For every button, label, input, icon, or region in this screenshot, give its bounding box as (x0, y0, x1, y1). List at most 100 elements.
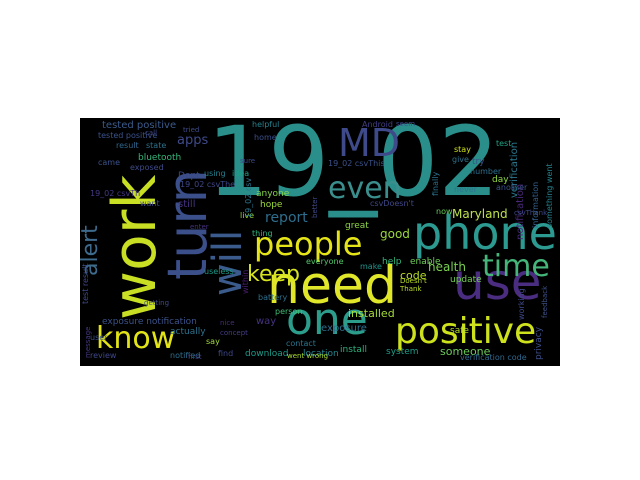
word-time: time (482, 249, 550, 284)
word-never: never (454, 185, 477, 194)
word-stay: stay (454, 145, 471, 154)
word-first: first (188, 353, 202, 361)
word-help: help (382, 257, 402, 267)
word-contact: contact (286, 339, 316, 348)
word-anyone: anyone (256, 189, 290, 199)
word-keep: keep (247, 262, 300, 287)
word-enter: enter (190, 223, 209, 231)
word-location: location (303, 349, 339, 359)
word-good: good (380, 227, 410, 241)
word-state: state (146, 141, 167, 150)
word-update: update (450, 275, 482, 285)
word-number: number (470, 167, 502, 176)
word-went-wrong: went wrong (287, 352, 329, 360)
word-19-02-csvth: 19_02 csvTh (90, 189, 141, 198)
word-positive: positive (395, 311, 537, 352)
word-concept: concept (220, 329, 248, 337)
word-tested-positive: tested positive (102, 120, 177, 131)
word-19-02-csvthis: 19_02 csvThis (328, 159, 385, 168)
word-call: call (145, 129, 158, 137)
word-code: code (400, 269, 427, 282)
word-download: download (245, 349, 289, 359)
word-idea: idea (232, 169, 250, 178)
word-finally: finally (431, 171, 440, 196)
word-using: using (204, 169, 226, 178)
word-know: know (96, 321, 176, 356)
word-helpful: helpful (252, 120, 280, 129)
word-need: need (267, 256, 397, 316)
word-csvthank: csvThank (514, 209, 548, 217)
word-person: person (275, 307, 303, 316)
word-getting: getting (144, 299, 170, 307)
word-home: home (254, 133, 277, 142)
word-review: review (90, 351, 117, 360)
word-sure: sure (240, 157, 256, 165)
word-want: want (140, 199, 160, 208)
word-give: give (452, 155, 469, 164)
word-someone: someone (440, 345, 491, 358)
word-working: working (517, 288, 526, 320)
word-within: within (241, 269, 250, 294)
word-notified: notified (170, 351, 201, 360)
word-something-went: something went (545, 163, 554, 228)
word-exposure: exposure (321, 323, 367, 334)
word-now: now (436, 207, 453, 216)
word-useless: useless (204, 267, 234, 276)
word-thank: Thank (400, 285, 422, 293)
word-19-02-csvthe: 19_02 csvThe (180, 180, 236, 189)
word-csvdoesnt: csvDoesn't (370, 199, 414, 208)
word-doesnt: Doesn't (400, 277, 427, 285)
word-tried: tried (183, 126, 200, 134)
word-information: information (531, 181, 540, 228)
word-install: install (340, 345, 367, 355)
word-way: way (256, 316, 277, 327)
word-19-02: 19_02 (207, 118, 500, 218)
word-still: still (178, 199, 196, 210)
word-make: make (360, 262, 382, 271)
word-maryland: Maryland (452, 207, 508, 221)
word-nice: nice (220, 319, 235, 327)
word-another: another (496, 183, 528, 192)
word-report: report (265, 210, 308, 226)
word-people: people (254, 225, 363, 263)
word-safe: safe (450, 326, 469, 336)
word-android: Android (362, 120, 393, 129)
word-feedback: feedback (541, 285, 549, 318)
word-19-02-csv: 19_02 csv (244, 177, 253, 218)
word-hope: hope (260, 200, 283, 210)
word-phone: phone (413, 206, 557, 260)
word-try: try (472, 157, 485, 167)
word-enable: enable (410, 257, 441, 267)
word-test: test (496, 139, 512, 148)
word-one: one (286, 294, 368, 345)
word-cloud: 19_02 need phone work use turn one posit… (80, 118, 560, 366)
word-great: great (345, 221, 369, 231)
word-user: user (90, 333, 108, 342)
word-exposure-notification: exposure notification (102, 317, 197, 327)
word-md: MD (338, 121, 401, 165)
word-tested-positive-2: tested positive (98, 131, 158, 140)
word-even: even (328, 171, 402, 206)
word-battery: battery (258, 293, 288, 302)
word-apps: apps (177, 133, 209, 148)
word-installed: installed (348, 307, 395, 320)
word-actually: actually (170, 327, 206, 337)
word-health: health (428, 260, 466, 274)
word-better: better (311, 196, 319, 218)
word-day: day (492, 175, 509, 185)
word-bluetooth: bluetooth (138, 153, 182, 163)
word-message: message (84, 326, 92, 358)
word-exposed: exposed (130, 163, 164, 172)
word-system: system (386, 347, 419, 357)
word-result: result (116, 141, 139, 150)
word-find: find (218, 349, 234, 358)
word-thing: thing (252, 229, 273, 238)
word-seem: seem (396, 120, 416, 128)
word-verification-code: verification code (460, 353, 527, 362)
word-privacy: privacy (534, 326, 544, 360)
word-dept: Dept (178, 171, 200, 181)
word-test-result: test result (81, 263, 90, 304)
word-came: came (98, 158, 121, 167)
word-use: use (453, 253, 542, 311)
word-live: live (240, 211, 255, 220)
